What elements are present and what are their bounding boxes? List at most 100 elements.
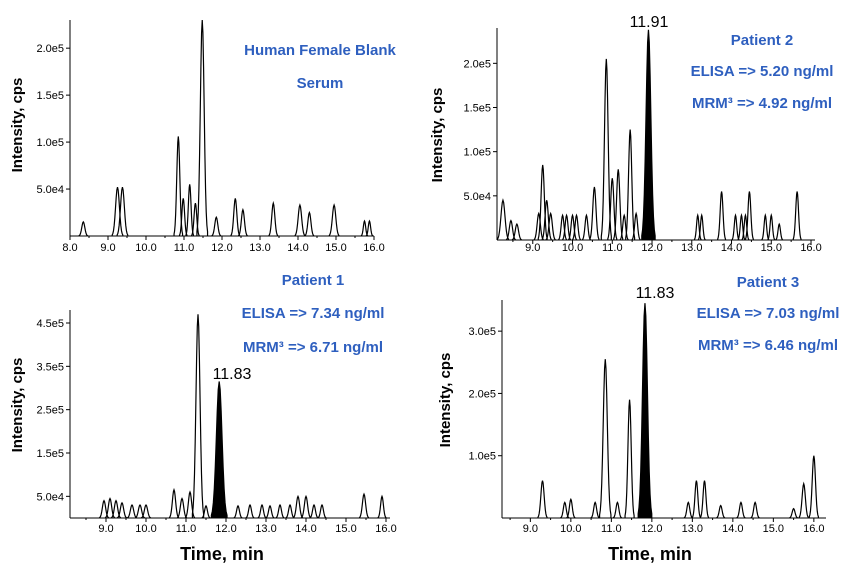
x-tick-label: 15.0: [761, 242, 782, 254]
plot-area-patient-1: 5.0e4 1.5e5 2.5e5 3.5e5 4.5e5 9.0 10.0 11.0 12.0…: [36, 310, 397, 535]
peak: [511, 222, 522, 241]
x-tick-label: 16.0: [363, 242, 384, 254]
peak: [377, 494, 387, 518]
peak: [613, 169, 624, 240]
peak: [292, 494, 304, 518]
y-axis-label: Intensity, cps: [437, 353, 454, 448]
x-tick-label: 9.0: [100, 242, 115, 254]
x-tick-label: 11.0: [176, 523, 197, 535]
peak: [104, 497, 116, 519]
peak: [245, 503, 255, 519]
annotation-line-2: ELISA => 7.03 ng/ml: [697, 305, 840, 322]
peak: [98, 499, 110, 519]
peak: [631, 211, 641, 240]
peak: [541, 200, 552, 240]
peak: [808, 455, 819, 518]
panel-patient-1: Intensity, cps Patient 1 ELISA => 7.34 n…: [9, 272, 384, 564]
peak: [110, 499, 122, 519]
x-tick-label: 14.0: [295, 523, 316, 535]
peak: [625, 129, 636, 240]
plot-area-blank-serum: 5.0e4 1.0e5 1.5e5 2.0e5 8.0 9.0 10.0 11.0 12.0 13…: [36, 19, 385, 254]
y-tick-label: 2.0e5: [468, 388, 496, 400]
peak: [533, 211, 544, 240]
x-tick-label: 13.0: [249, 242, 270, 254]
peak: [211, 215, 222, 237]
x-tick-label: 15.0: [325, 242, 346, 254]
peak: [545, 211, 556, 240]
y-tick-label: 2.0e5: [463, 58, 491, 70]
peak: [750, 501, 760, 519]
peak: [201, 504, 211, 519]
peak: [178, 198, 188, 236]
x-tick-label: 11.0: [602, 242, 623, 254]
panel-patient-2: Intensity, cps Patient 2 ELISA => 5.20 n…: [429, 14, 833, 182]
annotation-line-2: ELISA => 7.34 ng/ml: [242, 305, 385, 322]
peak: [238, 207, 248, 236]
peak: [537, 164, 548, 240]
peak: [699, 480, 710, 518]
y-tick-label: 1.0e5: [36, 137, 64, 149]
peak: [294, 203, 306, 236]
peak-filled: [210, 381, 228, 518]
peak: [230, 198, 241, 236]
x-tick-label: 8.0: [62, 242, 77, 254]
peak-filled: [637, 303, 653, 518]
annotation-line-3: MRM³ => 6.46 ng/ml: [698, 337, 838, 354]
y-tick-label: 1.5e5: [36, 448, 64, 460]
peak: [116, 501, 128, 519]
annotation-line-1: Patient 3: [737, 274, 800, 291]
peak: [566, 497, 576, 519]
y-tick-label: 3.5e5: [36, 361, 64, 373]
x-tick-label: 10.0: [562, 242, 583, 254]
peak: [581, 213, 591, 240]
peak: [285, 503, 295, 519]
y-tick-label: 1.0e5: [463, 147, 491, 159]
x-tick-label: 10.0: [135, 523, 156, 535]
peak: [717, 191, 727, 240]
x-axis-label: Time, min: [608, 544, 692, 564]
x-tick-label: 9.0: [523, 523, 538, 535]
y-tick-label: 5.0e4: [36, 491, 64, 503]
x-tick-label: 14.0: [721, 242, 742, 254]
y-axis-label: Intensity, cps: [9, 358, 26, 453]
peak: [607, 178, 618, 240]
peak: [693, 213, 702, 240]
peak: [317, 503, 327, 519]
peak: [365, 219, 374, 237]
peak: [716, 504, 726, 519]
annotation-line-2: ELISA => 5.20 ng/ml: [691, 63, 834, 80]
peak: [683, 501, 693, 519]
x-tick-label: 14.0: [287, 242, 308, 254]
peak: [761, 213, 770, 240]
y-tick-label: 1.0e5: [468, 451, 496, 463]
x-tick-label: 12.0: [641, 523, 662, 535]
peak: [134, 503, 146, 519]
x-tick-label: 11.0: [174, 242, 195, 254]
annotation-line-1: Patient 2: [731, 32, 794, 49]
peak: [191, 314, 205, 518]
peak: [328, 203, 340, 236]
y-tick-label: 3.0e5: [468, 326, 496, 338]
peak: [691, 480, 701, 518]
peak-filled: [641, 29, 656, 240]
peak: [116, 187, 129, 236]
peak: [697, 213, 706, 240]
x-axis-label: Time, min: [180, 544, 264, 564]
peak: [78, 220, 89, 237]
annotation-line-3: MRM³ => 4.92 ng/ml: [692, 95, 832, 112]
peak: [624, 399, 635, 518]
x-tick-label: 14.0: [722, 523, 743, 535]
x-tick-label: 13.0: [681, 242, 702, 254]
y-tick-label: 2.5e5: [36, 405, 64, 417]
y-tick-label: 4.5e5: [36, 318, 64, 330]
peak: [775, 222, 784, 241]
y-tick-label: 5.0e4: [463, 191, 491, 203]
peak: [268, 200, 279, 236]
peak-retention-label: 11.91: [630, 14, 669, 31]
peak: [496, 198, 510, 240]
peak: [798, 481, 809, 518]
peak: [168, 487, 180, 518]
x-tick-label: 15.0: [763, 523, 784, 535]
x-tick-label: 16.0: [800, 242, 821, 254]
